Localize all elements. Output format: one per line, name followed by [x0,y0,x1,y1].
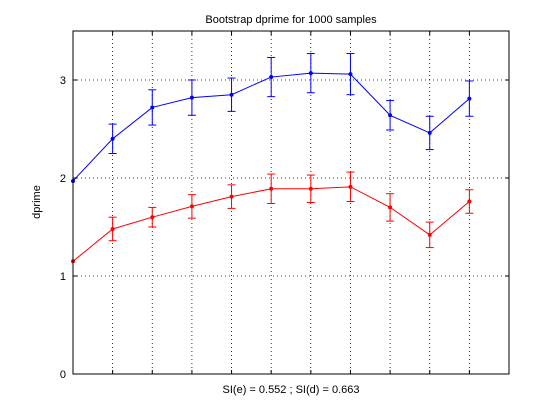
data-point [110,136,115,141]
series-2 [71,171,474,264]
y-tick-label: 1 [60,271,66,283]
data-point [308,186,313,191]
data-point [229,194,234,199]
data-point [348,184,353,189]
data-point [467,96,472,101]
data-point [427,232,432,237]
y-tick-label: 3 [60,75,66,87]
plot-border [72,30,510,375]
data-point [308,71,313,76]
data-point [150,105,155,110]
data-point [427,130,432,135]
data-point [189,204,194,209]
series-1 [71,53,474,183]
data-point [269,186,274,191]
data-point [150,215,155,220]
grid-lines [73,31,509,374]
data-point [269,75,274,80]
data-point [110,226,115,231]
y-tick-label: 2 [60,173,66,185]
data-point [467,199,472,204]
data-point [388,205,393,210]
y-axis-label: dprime [31,185,43,219]
series-layer [71,53,474,264]
chart-title: Bootstrap dprime for 1000 samples [205,14,377,26]
plot-area [73,31,509,374]
y-tick-label: 0 [60,369,66,381]
data-point [189,95,194,100]
x-axis-label: SI(e) = 0.552 ; SI(d) = 0.663 [223,384,360,396]
data-point [388,113,393,118]
data-point [348,72,353,77]
axis-ticks: 0 1 2 3 [60,31,509,381]
data-point [229,92,234,97]
